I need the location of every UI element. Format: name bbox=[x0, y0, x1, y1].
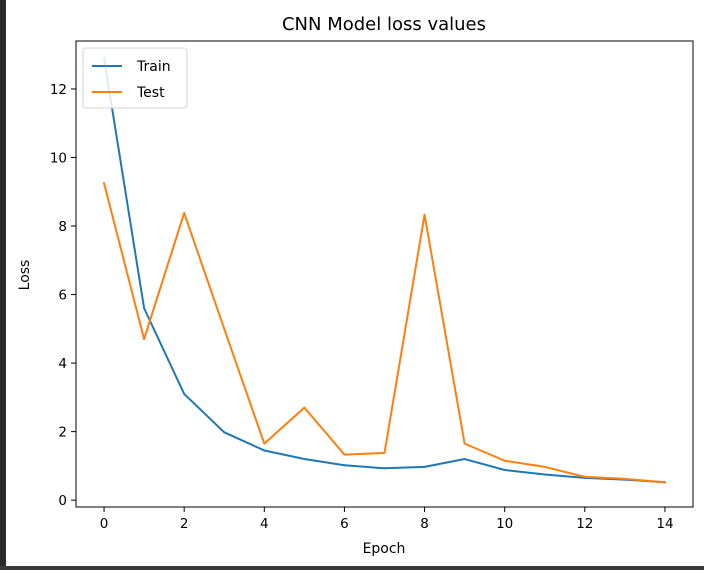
data-point-test-1 bbox=[143, 338, 146, 341]
data-point-train-2 bbox=[183, 392, 186, 395]
data-point-train-3 bbox=[223, 431, 226, 434]
x-tick-label-8: 8 bbox=[420, 516, 429, 532]
data-point-test-11 bbox=[543, 465, 546, 468]
data-point-train-10 bbox=[503, 468, 506, 471]
data-point-test-10 bbox=[503, 459, 506, 462]
plot-frame bbox=[75, 40, 694, 508]
data-point-train-9 bbox=[463, 458, 466, 461]
data-point-train-4 bbox=[263, 449, 266, 452]
y-tick-label-0: 0 bbox=[58, 493, 67, 509]
data-point-test-7 bbox=[383, 451, 386, 454]
x-tick-label-6: 6 bbox=[340, 516, 349, 532]
plot-area bbox=[102, 56, 667, 484]
legend-label-test: Test bbox=[136, 85, 165, 101]
data-point-test-2 bbox=[183, 212, 186, 215]
x-tick-label-2: 2 bbox=[180, 516, 189, 532]
data-point-test-12 bbox=[583, 475, 586, 478]
y-tick-label-2: 2 bbox=[58, 425, 67, 441]
data-point-test-3 bbox=[223, 327, 226, 330]
y-axis-label: Loss bbox=[17, 260, 33, 291]
axes: 0 2 4 6 8 10 12 14 0 2 4 6 8 10 12 bbox=[50, 40, 694, 532]
x-tick-label-0: 0 bbox=[100, 516, 109, 532]
data-point-test-5 bbox=[303, 406, 306, 409]
y-tick-label-8: 8 bbox=[58, 219, 67, 235]
data-point-test-4 bbox=[263, 442, 266, 445]
legend-box bbox=[82, 47, 188, 109]
data-point-test-0 bbox=[103, 182, 106, 185]
window-frame-left bbox=[0, 0, 6, 570]
data-point-train-8 bbox=[423, 465, 426, 468]
y-tick-label-4: 4 bbox=[58, 356, 67, 372]
x-tick-label-12: 12 bbox=[576, 516, 593, 532]
window-frame-bottom bbox=[0, 566, 704, 570]
y-tick-label-12: 12 bbox=[50, 82, 67, 98]
data-point-train-1 bbox=[143, 307, 146, 310]
data-point-test-9 bbox=[463, 442, 466, 445]
x-tick-label-10: 10 bbox=[496, 516, 513, 532]
series-line-train bbox=[102, 56, 667, 484]
legend: Train Test bbox=[82, 47, 188, 109]
y-tick-label-6: 6 bbox=[58, 288, 67, 304]
data-point-train-5 bbox=[303, 458, 306, 461]
data-point-test-14 bbox=[663, 481, 666, 484]
chart-title: CNN Model loss values bbox=[282, 14, 486, 35]
x-tick-label-4: 4 bbox=[260, 516, 269, 532]
legend-label-train: Train bbox=[136, 59, 171, 75]
data-point-train-11 bbox=[543, 473, 546, 476]
data-point-train-6 bbox=[343, 464, 346, 467]
data-point-train-7 bbox=[383, 467, 386, 470]
data-point-test-8 bbox=[423, 213, 426, 216]
x-tick-label-14: 14 bbox=[656, 516, 673, 532]
y-tick-label-10: 10 bbox=[50, 151, 67, 167]
x-axis-label: Epoch bbox=[363, 541, 406, 557]
series-line-test bbox=[102, 181, 667, 484]
data-point-test-13 bbox=[623, 477, 626, 480]
data-point-test-6 bbox=[343, 453, 346, 456]
